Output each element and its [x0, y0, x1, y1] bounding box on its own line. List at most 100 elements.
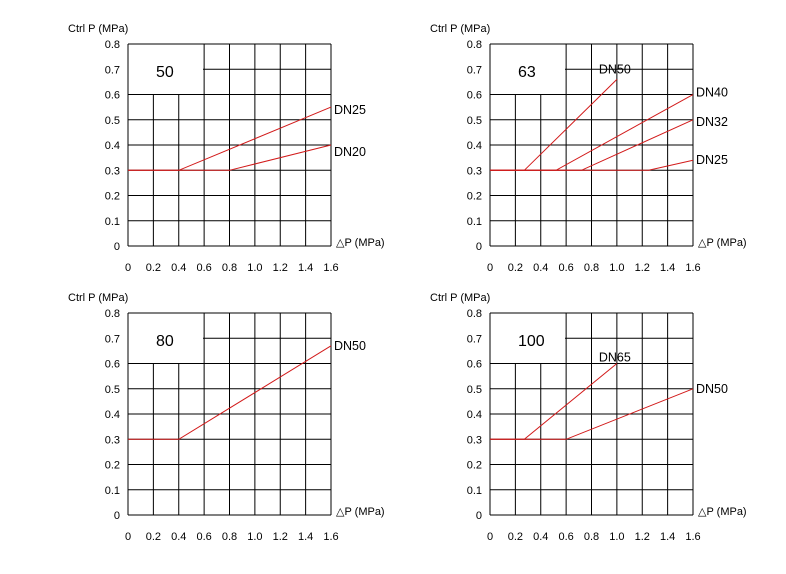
x-tick-label: 0.8: [222, 531, 237, 543]
chart-panel-50: 50 Ctrl P (MPa) △P (MPa) 0 0.1 0.2 0.3 0.4 0.5 0.…: [68, 23, 385, 274]
x-tick-label: 1.4: [298, 531, 313, 543]
panel-title: 80: [156, 333, 174, 350]
x-tick-label: 0.4: [533, 262, 548, 274]
series-label-dn65: DN65: [599, 351, 631, 365]
x-axis-title: △P (MPa): [698, 237, 747, 249]
y-tick-label: 0: [114, 510, 120, 522]
y-tick-label: 0.4: [467, 409, 482, 421]
series-label-dn40: DN40: [696, 86, 728, 100]
x-tick-label: 1.4: [660, 531, 675, 543]
series-label-dn50: DN50: [334, 339, 366, 353]
panel-title: 63: [518, 64, 536, 81]
y-tick-label: 0.2: [467, 460, 482, 472]
y-tick-label: 0: [476, 241, 482, 253]
y-tick-label: 0: [114, 241, 120, 253]
x-tick-label: 1.0: [247, 262, 262, 274]
x-tick-label: 1.6: [323, 531, 338, 543]
panel-title: 100: [518, 333, 545, 350]
y-tick-label: 0.6: [467, 359, 482, 371]
series-label-dn25: DN25: [334, 103, 366, 117]
y-tick-label: 0.7: [105, 333, 120, 345]
y-tick-label: 0.1: [467, 216, 482, 228]
y-tick-label: 0.4: [105, 409, 120, 421]
x-tick-label: 0.6: [196, 262, 211, 274]
x-tick-label: 0.4: [171, 531, 186, 543]
x-tick-label: 1.2: [273, 531, 288, 543]
y-tick-label: 0.6: [105, 359, 120, 371]
x-tick-label: 1.0: [609, 262, 624, 274]
x-tick-label: 0: [487, 262, 493, 274]
y-tick-label: 0.2: [467, 191, 482, 203]
x-axis-title: △P (MPa): [698, 506, 747, 518]
y-tick-label: 0: [476, 510, 482, 522]
x-tick-label: 0.6: [196, 531, 211, 543]
series-label-dn32: DN32: [696, 115, 728, 129]
y-tick-label: 0.6: [105, 90, 120, 102]
series-line-dn20: [128, 144, 332, 171]
x-tick-label: 1.0: [247, 531, 262, 543]
y-tick-label: 0.6: [467, 90, 482, 102]
x-tick-label: 1.6: [323, 262, 338, 274]
y-tick-label: 0.1: [467, 485, 482, 497]
y-axis-title: Ctrl P (MPa): [430, 292, 490, 304]
series-label-dn25: DN25: [696, 153, 728, 167]
x-tick-label: 1.0: [609, 531, 624, 543]
chart-panel-80: 80 Ctrl P (MPa) △P (MPa) 0 0.1 0.2 0.3 0.4 0.5 0.…: [68, 292, 385, 543]
series-line-dn50: [128, 345, 332, 440]
x-tick-label: 0.2: [508, 531, 523, 543]
x-tick-label: 0: [487, 531, 493, 543]
x-tick-label: 1.2: [635, 262, 650, 274]
x-tick-label: 1.2: [635, 531, 650, 543]
y-tick-label: 0.1: [105, 216, 120, 228]
y-tick-label: 0.5: [105, 384, 120, 396]
y-tick-label: 0.1: [105, 485, 120, 497]
y-tick-label: 0.3: [105, 434, 120, 446]
series-line-dn25: [490, 159, 694, 171]
x-axis-title: △P (MPa): [336, 237, 385, 249]
y-axis-title: Ctrl P (MPa): [68, 292, 128, 304]
y-tick-label: 0.8: [467, 39, 482, 51]
y-tick-label: 0.8: [105, 39, 120, 51]
panel-title: 50: [156, 64, 174, 81]
series-label-dn50: DN50: [599, 62, 631, 76]
x-tick-label: 0.6: [558, 262, 573, 274]
series-line-dn50: [490, 388, 694, 440]
y-tick-label: 0.3: [467, 165, 482, 177]
y-tick-label: 0.5: [105, 115, 120, 127]
y-tick-label: 0.2: [105, 191, 120, 203]
y-tick-label: 0.7: [105, 64, 120, 76]
y-axis-title: Ctrl P (MPa): [430, 23, 490, 35]
x-axis-title: △P (MPa): [336, 506, 385, 518]
x-tick-label: 0.2: [146, 262, 161, 274]
x-tick-label: 0.8: [584, 531, 599, 543]
x-tick-label: 1.6: [685, 531, 700, 543]
chart-panel-63: 63 Ctrl P (MPa) △P (MPa) 0 0.1 0.2 0.3 0.4 0.5 0.…: [430, 23, 747, 274]
x-tick-label: 0.2: [146, 531, 161, 543]
x-tick-label: 1.6: [685, 262, 700, 274]
y-tick-label: 0.8: [467, 308, 482, 320]
y-tick-label: 0.2: [105, 460, 120, 472]
y-tick-label: 0.5: [467, 115, 482, 127]
x-tick-label: 1.4: [660, 262, 675, 274]
x-tick-label: 0.6: [558, 531, 573, 543]
y-tick-label: 0.7: [467, 333, 482, 345]
y-tick-label: 0.5: [467, 384, 482, 396]
x-tick-label: 0: [125, 262, 131, 274]
y-tick-label: 0.7: [467, 64, 482, 76]
x-tick-label: 0.4: [171, 262, 186, 274]
y-tick-label: 0.3: [105, 165, 120, 177]
series-line-dn50: [490, 79, 618, 171]
y-axis-title: Ctrl P (MPa): [68, 23, 128, 35]
chart-panel-100: 100 Ctrl P (MPa) △P (MPa) 0 0.1 0.2 0.3 0.4 0.5 0…: [430, 292, 747, 543]
x-tick-label: 1.4: [298, 262, 313, 274]
y-tick-label: 0.8: [105, 308, 120, 320]
series-line-dn65: [490, 363, 618, 440]
y-tick-label: 0.4: [105, 140, 120, 152]
x-tick-label: 0.8: [222, 262, 237, 274]
x-tick-label: 0.8: [584, 262, 599, 274]
series-label-dn20: DN20: [334, 145, 366, 159]
y-tick-label: 0.3: [467, 434, 482, 446]
y-tick-label: 0.4: [467, 140, 482, 152]
x-tick-label: 0: [125, 531, 131, 543]
